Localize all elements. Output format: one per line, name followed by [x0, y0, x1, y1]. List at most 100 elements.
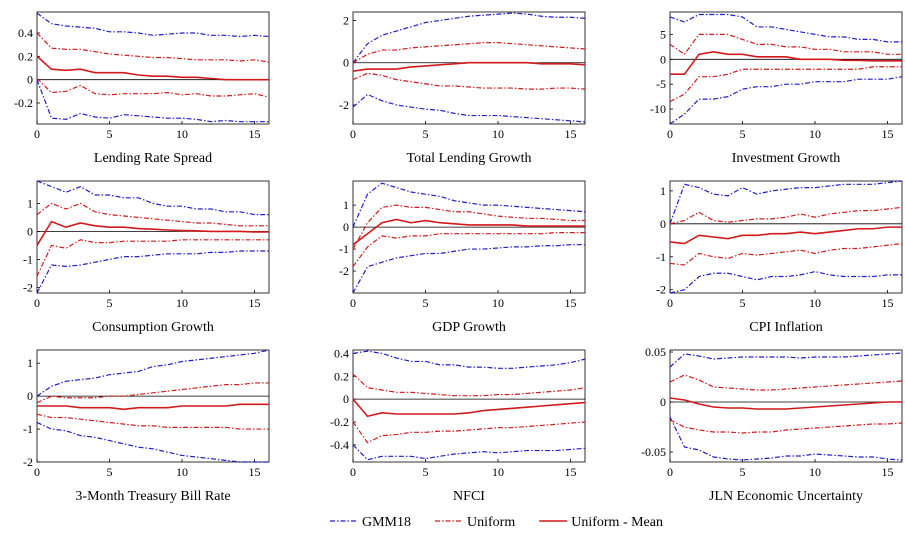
band-line — [352, 93, 586, 123]
band-line — [36, 421, 269, 463]
mean-line — [36, 220, 269, 246]
band-line — [36, 239, 269, 277]
x-tick-label: 15 — [882, 465, 894, 479]
x-tick-label: 10 — [492, 465, 504, 479]
x-tick-label: 15 — [249, 465, 261, 479]
y-tick-label: 0 — [343, 220, 349, 234]
band-line — [352, 350, 586, 369]
band-line — [36, 250, 269, 294]
band-line — [352, 12, 586, 64]
band-line — [36, 382, 269, 404]
x-tick-label: 5 — [107, 127, 113, 141]
y-tick-label: 5 — [660, 27, 666, 41]
band-line — [36, 180, 269, 216]
x-tick-label: 0 — [34, 296, 40, 310]
x-tick-label: 0 — [350, 127, 356, 141]
x-axis-label: Total Lending Growth — [407, 151, 532, 166]
plot-frame — [352, 180, 586, 294]
plot-frame — [352, 11, 586, 125]
mean-line — [352, 218, 585, 246]
band-line — [669, 206, 903, 225]
y-tick-label: -10 — [650, 102, 666, 116]
y-tick-label: 0 — [343, 392, 349, 406]
y-tick-label: -2 — [339, 264, 349, 278]
y-tick-label: -2 — [23, 280, 33, 294]
mean-line — [670, 51, 902, 76]
panel: 0 5 10 15 -0.4 -0.2 0 0.2 0.4 NFCI — [330, 346, 586, 504]
band-line — [669, 374, 903, 391]
y-tick-label: 0.4 — [18, 26, 33, 40]
y-tick-label: 0.2 — [334, 369, 349, 383]
band-line — [352, 42, 586, 64]
x-tick-label: 10 — [809, 465, 821, 479]
mean-line — [37, 403, 269, 411]
x-axis-label: NFCI — [453, 489, 485, 504]
y-tick-label: -2 — [656, 283, 666, 297]
legend-label: Uniform - Mean — [571, 515, 663, 530]
x-tick-label: 10 — [809, 296, 821, 310]
y-tick-label: 0.4 — [334, 346, 349, 360]
band-line — [36, 12, 270, 38]
panel: 0 5 10 15 -10 -5 0 5 Investment Growth — [650, 11, 903, 166]
mean-line — [669, 226, 902, 245]
mean-line — [36, 55, 269, 81]
x-tick-label: 10 — [176, 127, 188, 141]
panel: 0 5 10 15 -2 0 2 Total Lending Growth — [339, 11, 586, 166]
y-tick-label: 1 — [343, 198, 349, 212]
y-tick-label: 1 — [660, 184, 666, 198]
y-tick-label: 0 — [27, 389, 33, 403]
y-tick-label: -0.2 — [330, 415, 349, 429]
band-line — [669, 66, 902, 103]
band-line — [669, 352, 903, 368]
y-tick-label: 1 — [27, 196, 33, 210]
band-line — [352, 204, 585, 250]
x-tick-label: 0 — [667, 465, 673, 479]
y-tick-label: 0 — [27, 73, 33, 87]
x-tick-label: 15 — [882, 296, 894, 310]
mean-line — [352, 398, 586, 418]
band-line — [36, 32, 270, 63]
x-tick-label: 15 — [565, 127, 577, 141]
y-tick-label: 0 — [343, 56, 349, 70]
x-tick-label: 0 — [34, 127, 40, 141]
band-line — [352, 373, 586, 397]
band-line — [352, 72, 586, 90]
x-axis-label: 3-Month Treasury Bill Rate — [75, 489, 230, 504]
band-line — [669, 76, 903, 125]
band-line — [36, 202, 269, 227]
y-tick-label: 0.05 — [645, 345, 666, 359]
y-tick-label: -5 — [656, 77, 666, 91]
y-tick-label: -1 — [656, 250, 666, 264]
x-tick-label: 10 — [176, 465, 188, 479]
x-tick-label: 5 — [107, 296, 113, 310]
band-line — [352, 182, 586, 228]
plot-frame — [669, 180, 903, 294]
y-tick-label: -0.4 — [330, 438, 349, 452]
band-line — [36, 413, 269, 430]
y-tick-label: -1 — [23, 252, 33, 266]
y-tick-label: -2 — [339, 98, 349, 112]
x-axis-label: Investment Growth — [732, 151, 840, 166]
y-tick-label: 2 — [343, 13, 349, 27]
band-line — [669, 416, 903, 461]
legend-label: Uniform — [467, 515, 515, 530]
x-tick-label: 5 — [740, 127, 746, 141]
x-tick-label: 5 — [423, 465, 429, 479]
band-line — [352, 421, 586, 444]
band-line — [36, 349, 270, 397]
y-tick-label: 0 — [660, 217, 666, 231]
y-tick-label: -0.05 — [641, 445, 666, 459]
x-tick-label: 0 — [350, 465, 356, 479]
x-tick-label: 10 — [176, 296, 188, 310]
band-line — [352, 244, 585, 294]
x-tick-label: 15 — [249, 127, 261, 141]
band-line — [669, 13, 902, 43]
band-line — [669, 242, 903, 266]
band-line — [669, 270, 902, 294]
x-tick-label: 5 — [423, 296, 429, 310]
x-tick-label: 0 — [34, 465, 40, 479]
x-axis-label: JLN Economic Uncertainty — [709, 489, 863, 504]
y-tick-label: -1 — [339, 242, 349, 256]
